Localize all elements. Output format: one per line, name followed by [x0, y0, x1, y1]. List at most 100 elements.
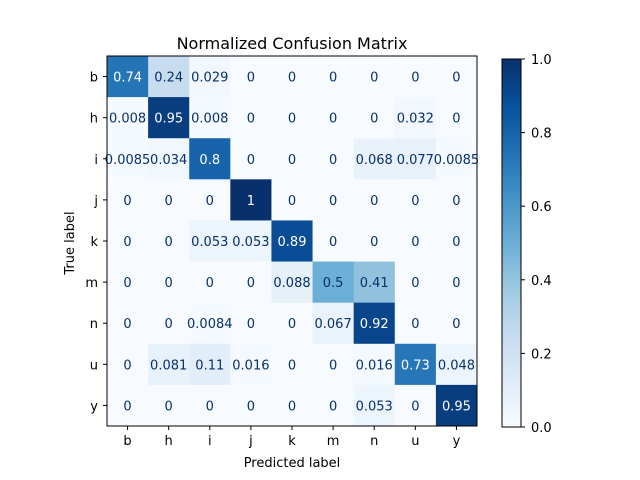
cell-value-label: 0	[329, 194, 337, 209]
cell-value-label: 0	[411, 399, 419, 414]
cell-value-label: 0	[165, 317, 173, 332]
heatmap-cell	[435, 220, 478, 263]
cell-value-label: 0	[329, 112, 337, 127]
cell-value-label: 0	[288, 317, 296, 332]
cell-value-label: 0	[452, 235, 460, 250]
heatmap-cell	[435, 384, 478, 427]
y-tick-label: k	[90, 235, 98, 250]
cell-value-label: 0.5	[323, 276, 344, 291]
cell-value-label: 0.89	[278, 235, 307, 250]
heatmap-cell	[148, 261, 190, 304]
x-tick-label: i	[208, 434, 212, 449]
cell-value-label: 0.068	[356, 153, 393, 168]
heatmap-cell	[230, 343, 272, 386]
cell-value-label: 0	[370, 112, 378, 127]
heatmap-cell	[148, 97, 190, 139]
heatmap-cell	[107, 302, 149, 345]
cell-value-label: 0	[165, 194, 173, 209]
heatmap-cell	[312, 220, 355, 263]
heatmap-cell	[189, 138, 231, 180]
heatmap-cell	[271, 384, 314, 427]
heatmap-cell	[271, 138, 314, 180]
heatmap-cell	[312, 138, 355, 180]
heatmap-cell	[271, 343, 314, 386]
cell-value-label: 0	[247, 399, 255, 414]
colorbar-tick-label: 0.0	[531, 421, 552, 436]
cell-value-label: 0.95	[154, 112, 183, 127]
cell-value-label: 0	[247, 317, 255, 332]
cell-value-label: 0	[329, 71, 337, 86]
cell-value-label: 0.029	[191, 71, 228, 86]
cell-value-label: 0	[370, 194, 378, 209]
cell-value-label: 0	[411, 235, 419, 250]
heatmap-cell	[435, 302, 478, 345]
cell-value-label: 0.053	[232, 235, 269, 250]
heatmap-cell	[107, 56, 149, 98]
heatmap-cell	[107, 97, 149, 139]
cell-value-label: 0	[370, 71, 378, 86]
heatmap-cell	[189, 56, 231, 98]
heatmap-cell-labels: 0.74 0.24 0.029 0 0 0 0 0 0 0.008 0.95 0.008 0 0 0 0 0.0…	[105, 71, 479, 415]
cell-value-label: 0	[288, 153, 296, 168]
heatmap-cell	[394, 384, 437, 427]
cell-value-label: 0.92	[360, 317, 389, 332]
heatmap-cell	[353, 179, 396, 221]
cell-value-label: 0	[288, 194, 296, 209]
cell-value-label: 0	[247, 276, 255, 291]
colorbar: 0.0 0.2 0.4 0.6 0.8 1.0	[501, 53, 552, 436]
cell-value-label: 0.0085	[434, 153, 480, 168]
cell-value-label: 0	[165, 399, 173, 414]
cell-value-label: 0	[123, 276, 131, 291]
y-tick-label: b	[90, 71, 98, 86]
heatmap-cell	[312, 302, 355, 345]
cell-value-label: 0.032	[397, 112, 434, 127]
heatmap-cell	[230, 302, 272, 345]
cell-value-label: 0	[165, 235, 173, 250]
cell-value-label: 0	[452, 194, 460, 209]
cell-value-label: 0.008	[191, 112, 228, 127]
cell-value-label: 0	[329, 235, 337, 250]
heatmap-cell	[230, 56, 272, 98]
heatmap-cell	[189, 261, 231, 304]
heatmap-cell	[312, 261, 355, 304]
heatmap-cell	[271, 261, 314, 304]
x-tick-label: j	[248, 434, 253, 449]
cell-value-label: 0.11	[195, 358, 224, 373]
cell-value-label: 1	[247, 194, 255, 209]
heatmap-cell	[107, 384, 149, 427]
heatmap-cell	[435, 97, 478, 139]
y-tick-label: m	[85, 276, 98, 291]
heatmap-cell	[312, 343, 355, 386]
heatmap-cell	[394, 261, 437, 304]
cell-value-label: 0	[329, 399, 337, 414]
colorbar-tick-label: 0.6	[531, 200, 552, 215]
cell-value-label: 0.41	[360, 276, 389, 291]
heatmap-cell	[189, 302, 231, 345]
heatmap-cells	[107, 56, 478, 427]
heatmap-cell	[189, 384, 231, 427]
heatmap-cell	[394, 343, 437, 386]
cell-value-label: 0.067	[315, 317, 352, 332]
heatmap-cell	[353, 56, 396, 98]
cell-value-label: 0	[206, 276, 214, 291]
heatmap-cell	[148, 179, 190, 221]
heatmap-cell	[148, 343, 190, 386]
cell-value-label: 0.088	[273, 276, 310, 291]
heatmap-cell	[394, 56, 437, 98]
heatmap-axes: b h i j k m n u y b h i j k m n u y	[85, 55, 478, 449]
heatmap-cell	[230, 384, 272, 427]
cell-value-label: 0	[411, 276, 419, 291]
cell-value-label: 0	[329, 358, 337, 373]
cell-value-label: 0	[288, 71, 296, 86]
heatmap-cell	[148, 138, 190, 180]
cell-value-label: 0.016	[356, 358, 393, 373]
heatmap-cell	[353, 138, 396, 180]
heatmap-cell	[353, 302, 396, 345]
cell-value-label: 0	[123, 399, 131, 414]
heatmap-cell	[353, 97, 396, 139]
y-tick-label: i	[94, 153, 98, 168]
heatmap-cell	[435, 261, 478, 304]
cell-value-label: 0.034	[150, 153, 187, 168]
cell-value-label: 0.73	[401, 358, 430, 373]
